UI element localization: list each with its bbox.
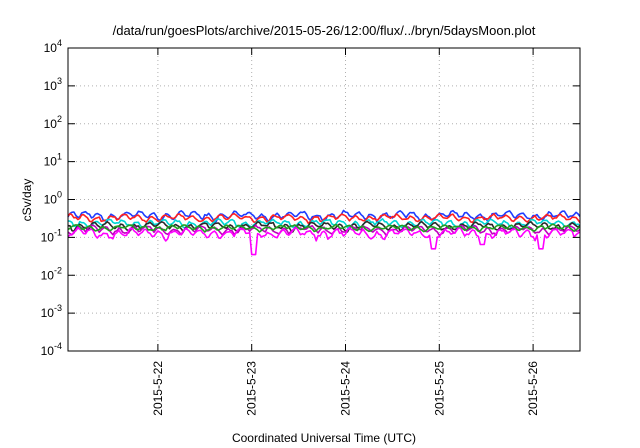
chart-title: /data/run/goesPlots/archive/2015-05-26/1…	[113, 23, 536, 38]
y-tick-label: 101	[44, 152, 62, 169]
series-line-5	[67, 224, 581, 237]
series-line-3	[67, 218, 581, 230]
series-layer	[67, 209, 581, 256]
y-tick-label: 102	[44, 114, 62, 131]
y-axis-label: cSv/day	[20, 179, 34, 222]
y-tick-label: 103	[44, 76, 62, 93]
y-tick-label: 10-2	[41, 265, 62, 282]
x-tick-label: 2015-5-22	[151, 361, 165, 416]
y-axis: 10-4 10-3 10-2 10-1 100 101 102 103 104	[41, 38, 580, 358]
grid	[68, 48, 580, 351]
x-tick-label: 2015-5-25	[432, 361, 446, 416]
x-tick-label: 2015-5-23	[245, 361, 259, 416]
x-tick-label: 2015-5-26	[526, 361, 540, 416]
y-tick-label: 100	[44, 190, 62, 207]
series-line-7	[67, 223, 581, 233]
y-tick-label: 10-1	[41, 227, 62, 244]
y-tick-label: 104	[44, 38, 62, 55]
x-axis-label: Coordinated Universal Time (UTC)	[232, 431, 416, 445]
series-line-2	[67, 212, 581, 225]
y-tick-label: 10-3	[41, 303, 62, 320]
series-line-6	[67, 226, 581, 256]
y-tick-label: 10-4	[41, 341, 62, 358]
x-axis: 2015-5-22 2015-5-23 2015-5-24 2015-5-25 2015…	[151, 48, 540, 416]
x-tick-label: 2015-5-24	[338, 361, 352, 416]
